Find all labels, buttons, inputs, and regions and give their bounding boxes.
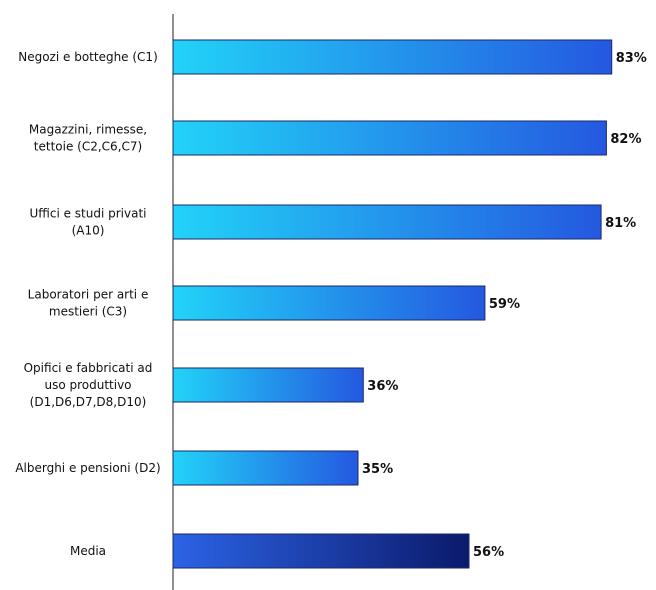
category-label-line: mestieri (C3) [49,305,127,319]
category-label-4: Opifici e fabbricati ad uso produttivo (D1… [24,361,153,409]
category-label-line: Magazzini, rimesse, [29,123,147,137]
bar-5 [172,450,359,486]
category-label-3: Laboratori per arti e mestieri (C3) [28,288,149,319]
category-label-line: Laboratori per arti e [28,288,149,302]
bar-3 [172,285,486,321]
value-label-3: 59% [489,297,520,312]
category-label-line: uso produttivo [44,378,131,392]
bar-6 [172,533,470,569]
category-label-line: (D1,D6,D7,D8,D10) [30,395,147,409]
category-label-line: Alberghi e pensioni (D2) [15,461,160,475]
value-label-6: 56% [473,545,504,560]
category-label-6: Media [70,544,106,558]
category-label-line: (A10) [72,224,105,238]
category-label-line: Opifici e fabbricati ad [24,361,153,375]
bar-2 [172,204,602,240]
bar-4 [172,367,364,403]
value-label-4: 36% [367,379,398,394]
bars-group: 83% Negozi e botteghe (C1) 82% Magazzini, r… [15,39,647,569]
category-label-2: Uffici e studi privati (A10) [29,207,146,238]
category-label-5: Alberghi e pensioni (D2) [15,461,160,475]
category-label-line: tettoie (C2,C6,C7) [34,140,142,154]
category-label-line: Media [70,544,106,558]
bar-0 [172,39,613,75]
bar-1 [172,120,607,156]
value-label-5: 35% [362,462,393,477]
value-label-1: 82% [610,132,641,147]
category-label-0: Negozi e botteghe (C1) [18,50,158,64]
value-label-0: 83% [616,51,647,66]
value-label-2: 81% [605,216,636,231]
category-label-line: Uffici e studi privati [29,207,146,221]
category-label-1: Magazzini, rimesse, tettoie (C2,C6,C7) [29,123,147,154]
category-label-line: Negozi e botteghe (C1) [18,50,158,64]
